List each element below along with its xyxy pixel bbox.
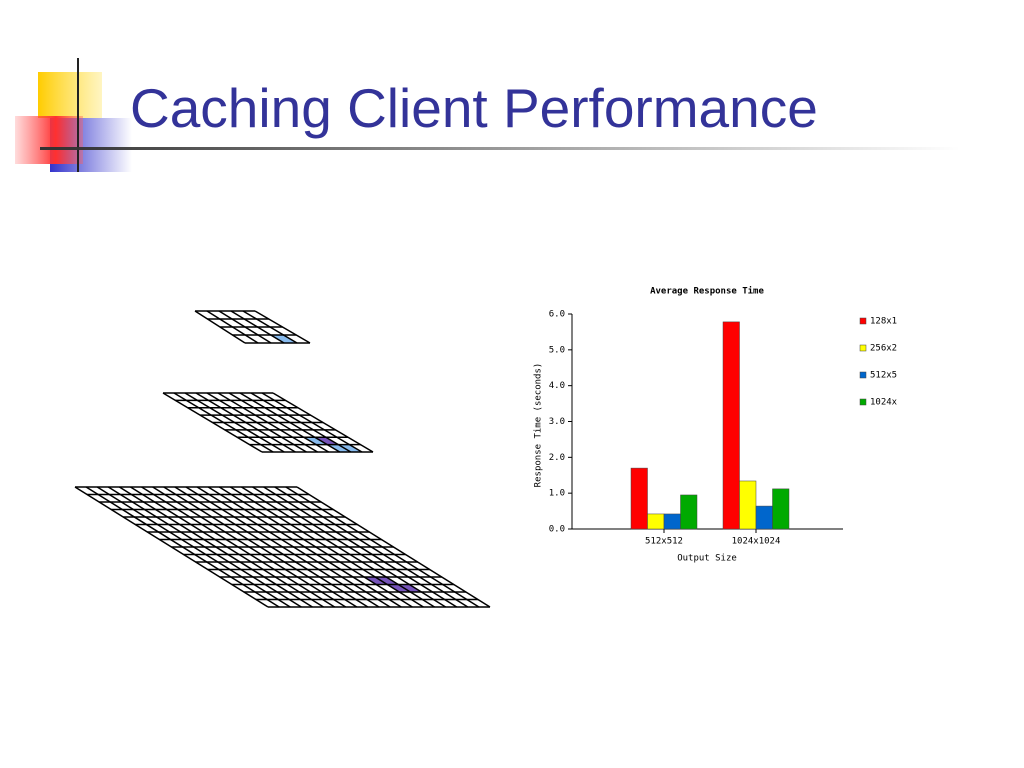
- tile-line: [194, 310, 246, 344]
- x-tick-label: 512x512: [645, 537, 683, 547]
- tile-highlight: [303, 437, 328, 445]
- tile-line: [242, 310, 298, 344]
- bar: [680, 494, 698, 530]
- tile-line: [218, 486, 413, 608]
- legend-label: 1024x: [870, 398, 898, 408]
- tile-line: [241, 486, 435, 608]
- tile-line: [263, 486, 458, 608]
- tile-line: [217, 392, 318, 453]
- tile-line: [163, 486, 358, 608]
- legend-swatch: [859, 371, 867, 379]
- y-tick-label: 2.0: [549, 453, 565, 463]
- legend-label: 256x2: [870, 344, 897, 354]
- legend-label: 512x5: [870, 371, 897, 381]
- tile-highlight: [387, 584, 411, 592]
- chart-title: Average Response Time: [650, 286, 764, 297]
- tile-highlight: [270, 335, 297, 343]
- tile-line: [254, 310, 311, 344]
- tile-line: [261, 392, 363, 453]
- tile-line: [119, 486, 313, 608]
- y-tick-label: 0.0: [549, 525, 565, 535]
- tile-line: [230, 486, 424, 608]
- x-axis-label: Output Size: [677, 554, 737, 564]
- bar: [663, 513, 681, 530]
- tile-line: [228, 392, 329, 453]
- slide-title: Caching Client Performance: [130, 77, 818, 139]
- chart: Average Response Time Output Size Respon…: [534, 286, 898, 564]
- tile-line: [162, 392, 263, 453]
- tile-line: [152, 486, 347, 608]
- tile-line: [272, 392, 374, 453]
- tile-line: [206, 392, 307, 453]
- title-decoration: [15, 58, 960, 172]
- legend-swatch: [859, 398, 867, 406]
- bar: [722, 321, 740, 530]
- tile-line: [173, 392, 274, 453]
- tile-line: [141, 486, 335, 608]
- tile-highlight: [314, 437, 339, 445]
- legend-label: 128x1: [870, 317, 897, 327]
- tile-line: [230, 310, 285, 344]
- tile-line: [174, 486, 369, 608]
- tile-line: [96, 486, 291, 608]
- tile-line: [274, 486, 469, 608]
- tile-line: [296, 486, 491, 608]
- bar: [647, 513, 665, 530]
- tile-line: [130, 486, 324, 608]
- y-tick-label: 1.0: [549, 489, 565, 499]
- tile-line: [196, 486, 391, 608]
- tile-line: [285, 486, 480, 608]
- tile-line: [239, 392, 341, 453]
- bar: [772, 488, 790, 530]
- tile-line: [218, 310, 272, 344]
- bar: [755, 505, 773, 530]
- tile-highlight: [398, 584, 422, 592]
- tile-highlight: [375, 577, 399, 585]
- y-tick-label: 4.0: [549, 381, 565, 391]
- tile-line: [74, 486, 269, 608]
- y-tick-label: 3.0: [549, 417, 565, 427]
- tile-highlight: [338, 444, 362, 452]
- tile-highlight: [327, 444, 351, 452]
- x-tick-label: 1024x1024: [732, 537, 781, 547]
- tile-highlight: [364, 577, 388, 585]
- legend-swatch: [859, 317, 867, 325]
- tile-line: [195, 392, 296, 453]
- tile-line: [207, 486, 402, 608]
- legend-swatch: [859, 344, 867, 352]
- y-axis-label: Response Time (seconds): [534, 363, 544, 488]
- tile-line: [185, 486, 380, 608]
- tile-line: [107, 486, 302, 608]
- y-tick-label: 6.0: [549, 310, 565, 320]
- tile-pyramid: [74, 310, 491, 608]
- tile-line: [252, 486, 446, 608]
- bar: [630, 467, 648, 530]
- tile-line: [206, 310, 259, 344]
- y-tick-label: 5.0: [549, 345, 565, 355]
- tile-line: [85, 486, 280, 608]
- bar: [739, 480, 757, 530]
- tile-line: [250, 392, 352, 453]
- tile-line: [184, 392, 285, 453]
